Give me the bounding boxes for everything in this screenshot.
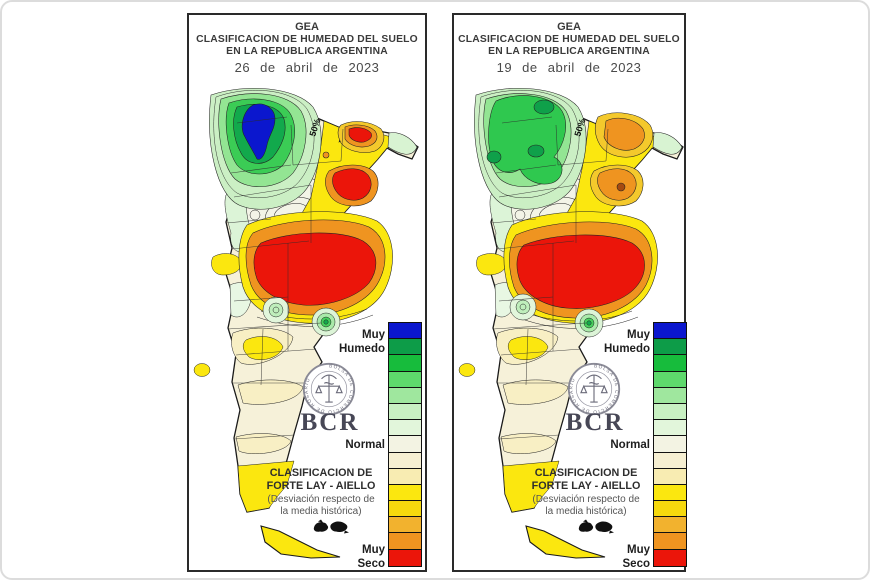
note-line1: (Desviación respecto de [267,494,375,505]
patagonia-regions [193,327,304,513]
province-borders [490,116,609,440]
legend-color-cell [654,468,686,485]
legend-color-cell [654,549,686,566]
buenos-aires-dry-region [238,211,393,327]
classification-line1: CLASIFICACION DE [269,467,373,479]
legend-color-cell [654,339,686,356]
northwest-humid-regions [474,87,587,210]
legend-label-normal: Normal [345,439,385,451]
humid-bullseyes [262,296,341,337]
legend-color-cell [389,517,421,534]
northwest-humid-regions [209,87,322,210]
caduceus-scales-icon [315,374,343,403]
humid-bullseyes [509,293,604,338]
legend-color-scale [388,322,422,567]
bcr-wordmark: BCR [565,409,625,436]
malvinas-islands-icon [313,519,349,534]
caduceus-scales-icon [580,374,608,403]
legend-color-cell [389,371,421,388]
region-muy-seco-red [516,234,645,309]
legend-color-cell [654,517,686,534]
panel-header: GEA CLASIFICACION DE HUMEDAD DEL SUELO E… [454,21,684,74]
legend-color-cell [654,436,686,453]
legend-label-line: Muy [362,544,385,556]
map-date: 26 de abril de 2023 [234,59,380,75]
legend-label-normal: Normal [610,439,650,451]
legend-label-line: Seco [622,557,651,570]
legend-color-cell [654,323,686,340]
legend-color-cell [654,371,686,388]
legend-color-cell [389,436,421,453]
legend-label-muy-seco: Muy Seco [307,544,386,571]
legend-color-cell [654,403,686,421]
argentina-soil-moisture-map-left: 50% [193,87,419,559]
map-title-line2: EN LA REPUBLICA ARGENTINA [226,46,388,57]
legend-color-cell [389,501,421,518]
map-date: 19 de abril de 2023 [496,59,642,75]
legend-color-cell [389,403,421,421]
classification-note: (Desviación respecto de la media históri… [223,494,419,517]
classification-note: (Desviación respecto de la media históri… [488,494,684,517]
region-muy-humedo-blue [241,103,276,160]
map-panel-april-19: GEA CLASIFICACION DE HUMEDAD DEL SUELO E… [452,13,687,572]
buenos-aires-dry-region [503,211,658,329]
legend-color-cell [389,452,421,469]
map-title-line1: CLASIFICACION DE HUMEDAD DEL SUELO [196,33,418,45]
classification-title: CLASIFICACION DE FORTE LAY - AIELLO [223,467,419,492]
legend-color-cell [389,549,421,566]
classification-title: CLASIFICACION DE FORTE LAY - AIELLO [488,467,684,492]
legend-label-muy-seco: Muy Seco [572,544,651,571]
bcr-logo: BOLSA DE COMERCIO DE ROSARIO [567,362,621,416]
legend-color-cell [654,420,686,437]
legend-color-cell [389,323,421,340]
legend-color-cell [654,484,686,502]
panel-header: GEA CLASIFICACION DE HUMEDAD DEL SUELO E… [189,21,425,74]
legend-color-cell [654,533,686,550]
legend-color-cell [389,420,421,437]
legend-color-scale [653,322,687,567]
map-panel-april-26: GEA CLASIFICACION DE HUMEDAD DEL SUELO E… [187,13,427,572]
malvinas-islands-icon [578,519,614,534]
legend-label-line: Muy [627,329,650,341]
legend-color-cell [654,355,686,372]
legend-label-muy-humedo: Muy Humedo [572,329,650,356]
legend-color-cell [389,484,421,502]
region-muy-seco-red [253,232,377,306]
legend-color-cell [654,501,686,518]
legend-label-line: Muy [627,544,650,556]
legend-color-cell [654,387,686,404]
legend-color-cell [389,533,421,550]
note-line2: la media histórica) [280,505,362,517]
dry-core-dot [616,182,626,192]
map-title-line2: EN LA REPUBLICA ARGENTINA [488,46,650,57]
tierra-del-fuego [260,525,341,559]
classification-line1: CLASIFICACION DE [534,467,638,479]
map-title-line1: CLASIFICACION DE HUMEDAD DEL SUELO [458,33,680,45]
legend-color-cell [389,387,421,404]
legend-color-cell [389,468,421,485]
tierra-del-fuego [525,525,606,559]
org-title: GEA [557,21,581,33]
argentina-soil-moisture-map-right: 50% [458,87,684,559]
classification-line2: FORTE LAY - AIELLO [266,479,376,492]
org-title: GEA [295,21,319,33]
legend-color-cell [389,355,421,372]
note-line2: la media histórica) [545,505,627,517]
bcr-wordmark: BCR [300,409,360,436]
classification-line2: FORTE LAY - AIELLO [531,479,641,492]
legend-color-cell [389,339,421,356]
legend-label-line: Seco [357,557,386,570]
note-line1: (Desviación respecto de [532,494,640,505]
legend-label-line: Humedo [604,342,650,355]
province-borders [225,116,344,440]
legend-label-line: Muy [362,329,385,341]
legend-color-cell [654,452,686,469]
legend-label-line: Humedo [339,342,385,355]
legend-label-muy-humedo: Muy Humedo [307,329,385,356]
bcr-logo: BOLSA DE COMERCIO DE ROSARIO [302,362,356,416]
